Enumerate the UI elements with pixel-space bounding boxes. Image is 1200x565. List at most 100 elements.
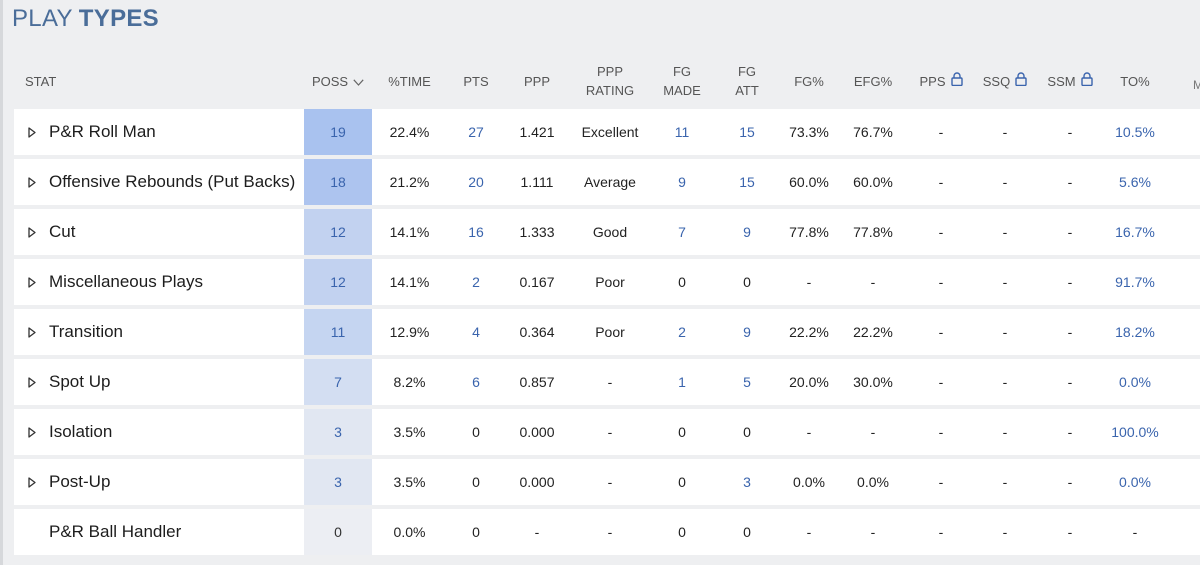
- fg-pct-cell: -: [806, 524, 812, 540]
- pts-cell[interactable]: 16: [468, 224, 484, 240]
- play-type-name[interactable]: Cut: [14, 209, 304, 255]
- poss-cell[interactable]: 18: [304, 159, 372, 205]
- fg-made-cell[interactable]: 11: [674, 124, 690, 140]
- header-pts[interactable]: PTS: [463, 73, 489, 89]
- sort-desc-icon: [353, 72, 364, 91]
- table-row[interactable]: Post-Up 3 3.5% 0 0.000 - 0 3 0.0% 0.0% - - - 0.0%: [14, 459, 1200, 505]
- poss-cell[interactable]: 12: [304, 259, 372, 305]
- poss-cell[interactable]: 3: [304, 459, 372, 505]
- play-type-name: P&R Ball Handler: [14, 509, 304, 555]
- poss-cell[interactable]: 12: [304, 209, 372, 255]
- page-title: PLAY TYPES: [12, 5, 159, 33]
- poss-cell[interactable]: 11: [304, 309, 372, 355]
- expand-triangle-icon[interactable]: [28, 376, 42, 388]
- fg-pct-cell: -: [806, 274, 812, 290]
- header-poss[interactable]: POSS: [304, 56, 372, 106]
- header-fg-att[interactable]: FG ATT: [735, 64, 759, 98]
- ssm-cell: -: [1067, 474, 1073, 490]
- expand-triangle-icon[interactable]: [28, 276, 42, 288]
- table-row[interactable]: P&R Roll Man 19 22.4% 27 1.421 Excellent 11 15 7…: [14, 109, 1200, 155]
- fg-att-cell[interactable]: 15: [739, 124, 755, 140]
- left-border: [0, 0, 3, 565]
- header-fg-made[interactable]: FG MADE: [663, 64, 701, 98]
- ssq-cell: -: [1002, 124, 1008, 140]
- time-cell: 3.5%: [393, 474, 426, 490]
- play-type-name[interactable]: Transition: [14, 309, 304, 355]
- ppp-cell: 1.421: [519, 124, 555, 140]
- play-type-name[interactable]: P&R Roll Man: [14, 109, 304, 155]
- fg-att-cell[interactable]: 3: [743, 474, 751, 490]
- fg-att-cell: 0: [743, 274, 751, 290]
- efg-pct-cell: 0.0%: [857, 474, 889, 490]
- efg-pct-cell: 76.7%: [853, 124, 893, 140]
- expand-triangle-icon[interactable]: [28, 426, 42, 438]
- fg-att-cell[interactable]: 5: [743, 374, 751, 390]
- play-type-name[interactable]: Spot Up: [14, 359, 304, 405]
- poss-cell[interactable]: 3: [304, 409, 372, 455]
- fg-made-cell[interactable]: 9: [678, 174, 686, 190]
- table-row[interactable]: Offensive Rebounds (Put Backs) 18 21.2% 20 1…: [14, 159, 1200, 205]
- play-type-name[interactable]: Isolation: [14, 409, 304, 455]
- poss-cell[interactable]: 7: [304, 359, 372, 405]
- table-row[interactable]: Cut 12 14.1% 16 1.333 Good 7 9 77.8% 77.8% - - - 16.7…: [14, 209, 1200, 255]
- to-pct-cell[interactable]: 18.2%: [1115, 324, 1155, 340]
- efg-pct-cell: -: [870, 524, 876, 540]
- expand-triangle-icon[interactable]: [28, 176, 42, 188]
- fg-made-cell: 0: [678, 524, 686, 540]
- header-time[interactable]: %TIME: [388, 73, 431, 89]
- header-to-pct[interactable]: TO%: [1120, 73, 1150, 89]
- expand-triangle-icon[interactable]: [28, 226, 42, 238]
- play-type-name[interactable]: Post-Up: [14, 459, 304, 505]
- pts-cell[interactable]: 4: [472, 324, 480, 340]
- to-pct-cell[interactable]: 16.7%: [1115, 224, 1155, 240]
- header-efg-pct[interactable]: EFG%: [853, 73, 893, 89]
- fg-att-cell: 0: [743, 424, 751, 440]
- pps-cell: -: [938, 174, 944, 190]
- header-ppp[interactable]: PPP: [523, 73, 550, 89]
- header-ssm[interactable]: SSM: [1037, 56, 1103, 106]
- fg-att-cell[interactable]: 9: [743, 324, 751, 340]
- header-stat[interactable]: STAT: [25, 73, 57, 89]
- ppp-cell: 0.364: [519, 324, 555, 340]
- fg-att-cell[interactable]: 9: [743, 224, 751, 240]
- to-pct-cell[interactable]: 5.6%: [1119, 174, 1151, 190]
- table-row[interactable]: Transition 11 12.9% 4 0.364 Poor 2 9 22.2% 22.2% -…: [14, 309, 1200, 355]
- ssm-cell: -: [1067, 324, 1073, 340]
- header-fg-pct[interactable]: FG%: [794, 73, 824, 89]
- table-row[interactable]: Miscellaneous Plays 12 14.1% 2 0.167 Poor 0 0 - -…: [14, 259, 1200, 305]
- fg-att-cell[interactable]: 15: [739, 174, 755, 190]
- fg-made-cell[interactable]: 1: [678, 374, 686, 390]
- expand-triangle-icon[interactable]: [28, 476, 42, 488]
- header-ssq[interactable]: SSQ: [973, 56, 1037, 106]
- poss-cell[interactable]: 19: [304, 109, 372, 155]
- play-type-label: Transition: [49, 322, 124, 341]
- expand-triangle-icon[interactable]: [28, 126, 42, 138]
- to-pct-cell[interactable]: 10.5%: [1115, 124, 1155, 140]
- to-pct-cell[interactable]: 0.0%: [1119, 374, 1151, 390]
- table-row[interactable]: Isolation 3 3.5% 0 0.000 - 0 0 - - - - - 100.0%: [14, 409, 1200, 455]
- header-ppp-rating[interactable]: PPP RATING: [585, 64, 635, 98]
- pts-cell[interactable]: 6: [472, 374, 480, 390]
- to-pct-cell[interactable]: 91.7%: [1115, 274, 1155, 290]
- fg-made-cell[interactable]: 7: [678, 224, 686, 240]
- play-type-name[interactable]: Offensive Rebounds (Put Backs): [14, 159, 304, 205]
- fg-made-cell[interactable]: 2: [678, 324, 686, 340]
- play-type-name[interactable]: Miscellaneous Plays: [14, 259, 304, 305]
- fg-pct-cell: 60.0%: [789, 174, 829, 190]
- time-cell: 22.4%: [389, 124, 430, 140]
- rating-cell: -: [607, 524, 613, 540]
- ssm-cell: -: [1067, 424, 1073, 440]
- pts-cell[interactable]: 20: [468, 174, 484, 190]
- pts-cell[interactable]: 2: [472, 274, 480, 290]
- pps-cell: -: [938, 324, 944, 340]
- pts-cell[interactable]: 27: [468, 124, 484, 140]
- header-pps[interactable]: PPS: [909, 56, 973, 106]
- pps-cell: -: [938, 474, 944, 490]
- to-pct-cell[interactable]: 0.0%: [1119, 474, 1151, 490]
- table-row[interactable]: Spot Up 7 8.2% 6 0.857 - 1 5 20.0% 30.0% - - - 0.0%: [14, 359, 1200, 405]
- time-cell: 0.0%: [393, 524, 426, 540]
- to-pct-cell[interactable]: 100.0%: [1111, 424, 1159, 440]
- fg-att-cell: 0: [743, 524, 751, 540]
- lock-icon: [1015, 71, 1027, 91]
- expand-triangle-icon[interactable]: [28, 326, 42, 338]
